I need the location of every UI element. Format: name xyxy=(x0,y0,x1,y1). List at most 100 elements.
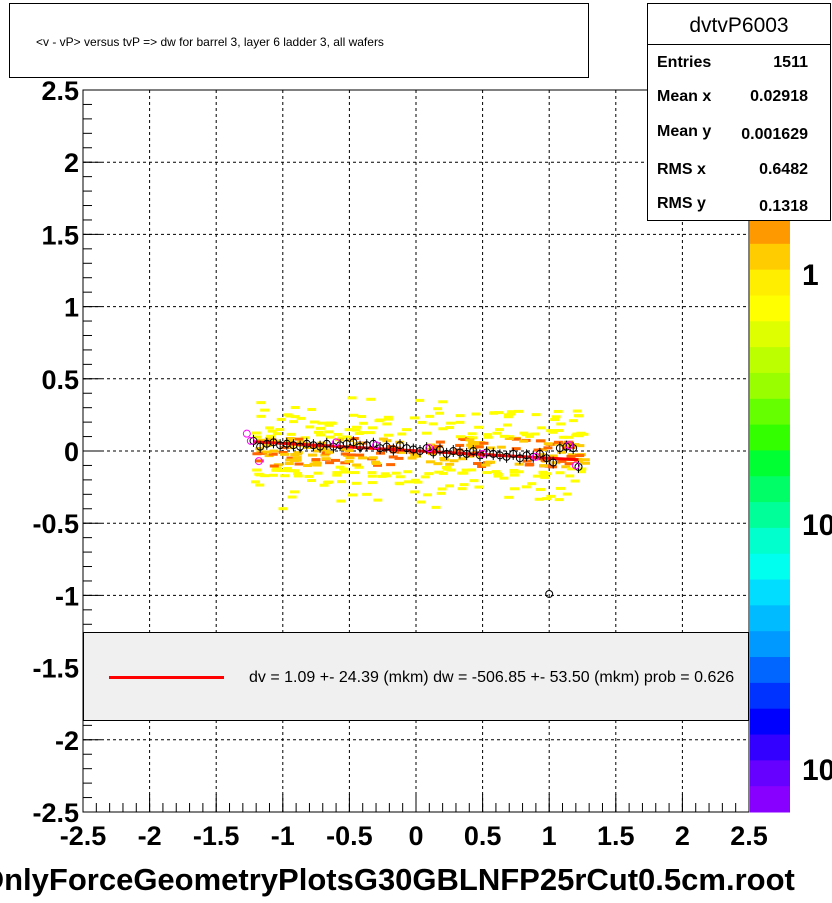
density-cell xyxy=(250,480,260,484)
density-layer xyxy=(250,396,590,511)
density-cell xyxy=(297,440,307,444)
density-cell xyxy=(280,474,290,478)
density-cell xyxy=(425,460,435,464)
density-cell xyxy=(333,432,343,436)
density-cell xyxy=(254,472,264,476)
density-cell xyxy=(272,432,282,436)
density-cell xyxy=(404,480,414,484)
y-tick-label: 1.5 xyxy=(41,220,79,250)
fit-layer xyxy=(253,440,579,462)
palette-cell xyxy=(750,424,790,451)
y-tick-label: -0.5 xyxy=(32,509,79,539)
density-cell xyxy=(274,468,284,472)
profile-point xyxy=(269,438,278,447)
density-cell xyxy=(566,467,576,471)
density-cell xyxy=(290,469,300,473)
legend-line-swatch xyxy=(109,676,224,679)
density-cell xyxy=(521,485,531,489)
bottom-file-label: OnlyForceGeometryPlotsG30GBLNFP25rCut0.5… xyxy=(0,862,795,897)
profile-point xyxy=(389,445,398,454)
density-cell xyxy=(340,470,350,474)
density-cell xyxy=(255,483,265,487)
density-cell xyxy=(564,462,574,466)
density-cell xyxy=(492,431,502,435)
density-cell xyxy=(486,446,496,450)
density-cell xyxy=(446,421,456,425)
density-cell xyxy=(435,440,445,444)
palette-cell xyxy=(750,476,790,503)
density-cell xyxy=(256,401,266,405)
density-cell xyxy=(564,435,574,439)
density-cell xyxy=(394,456,404,460)
x-tick-label: 1 xyxy=(542,821,557,851)
density-cell xyxy=(554,498,564,502)
density-cell xyxy=(576,470,586,474)
density-cell xyxy=(409,416,419,420)
density-cell xyxy=(553,440,563,444)
density-cell xyxy=(365,431,375,435)
stat-value: 0.02918 xyxy=(750,88,808,105)
density-cell xyxy=(504,436,514,440)
density-cell xyxy=(413,480,423,484)
density-cell xyxy=(502,423,512,427)
profile-alt-point xyxy=(332,438,341,447)
y-tick-label: -2 xyxy=(55,726,79,756)
density-cell xyxy=(286,432,296,436)
density-cell xyxy=(351,428,361,432)
density-cell xyxy=(313,430,323,434)
profile-alt-point xyxy=(246,436,255,445)
stats-box: dvtvP6003 Entries 1511 Mean x 0.02918 Me… xyxy=(647,3,831,221)
density-cell xyxy=(499,434,509,438)
density-cell xyxy=(285,437,295,441)
density-cell xyxy=(300,436,310,440)
density-cell xyxy=(446,468,456,472)
palette-cell xyxy=(750,631,790,658)
density-cell xyxy=(493,474,503,478)
density-cell xyxy=(367,471,377,475)
density-cell xyxy=(390,450,400,454)
density-cell xyxy=(434,470,444,474)
density-cell xyxy=(397,432,407,436)
density-cell xyxy=(312,449,322,453)
profile-point xyxy=(435,445,444,454)
palette-cell xyxy=(750,218,790,245)
density-cell xyxy=(514,462,524,466)
density-cell xyxy=(265,426,275,430)
profile-point xyxy=(542,454,551,463)
density-cell xyxy=(352,425,362,429)
profile-point xyxy=(249,436,258,445)
density-cell xyxy=(509,473,519,477)
density-cell xyxy=(482,433,492,437)
density-cell xyxy=(468,436,478,440)
density-cell xyxy=(366,397,376,401)
density-cell xyxy=(402,428,412,432)
density-cell xyxy=(551,415,561,419)
density-cell xyxy=(262,450,272,454)
palette-cell xyxy=(750,243,790,271)
profile-point xyxy=(462,449,471,458)
profile-point xyxy=(296,442,305,451)
x-tick-label: 0 xyxy=(408,821,423,851)
density-cell xyxy=(436,491,446,495)
density-cell xyxy=(438,471,448,475)
x-tick-label: 0.5 xyxy=(464,821,502,851)
density-cell xyxy=(455,414,465,418)
density-cell xyxy=(294,462,304,466)
x-tick-label: 2.5 xyxy=(730,821,768,851)
density-cell xyxy=(336,499,346,503)
density-cell xyxy=(269,464,279,468)
density-cell xyxy=(334,438,344,442)
density-cell xyxy=(527,482,537,486)
density-cell xyxy=(346,453,356,457)
density-cell xyxy=(383,417,393,421)
x-tick-label: -2.5 xyxy=(60,821,107,851)
density-cell xyxy=(307,479,317,483)
density-cell xyxy=(461,468,471,472)
stat-row-mean-x: Mean x 0.02918 xyxy=(657,88,808,118)
density-cell xyxy=(292,456,302,460)
palette-cell xyxy=(750,527,790,555)
profile-point xyxy=(515,454,524,463)
profile-alt-point xyxy=(372,441,381,450)
density-cell xyxy=(252,452,262,456)
density-cell xyxy=(367,426,377,430)
